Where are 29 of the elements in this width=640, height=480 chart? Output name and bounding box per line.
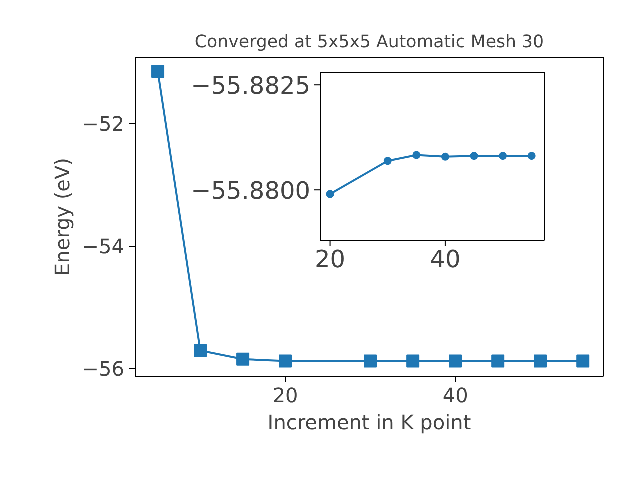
y-tick-label: −56 — [82, 357, 125, 382]
point — [384, 157, 392, 166]
y-tick-label: −55.8800 — [191, 177, 311, 206]
point — [406, 354, 420, 368]
point — [412, 151, 421, 160]
point — [194, 344, 208, 358]
x-tick-label: 20 — [272, 384, 298, 408]
point — [449, 354, 462, 368]
point — [364, 354, 378, 368]
point — [441, 152, 450, 161]
point — [499, 152, 508, 160]
point — [576, 354, 590, 368]
point — [326, 190, 334, 198]
y-tick-label: −54 — [82, 234, 125, 259]
x-tick-label: 20 — [315, 246, 346, 274]
x-tick-label: 40 — [442, 384, 468, 408]
y-tick-label: −55.8825 — [191, 72, 311, 100]
x-tick-label: 40 — [430, 246, 461, 274]
chart-title: Converged at 5x5x5 Automatic Mesh 30 — [194, 32, 544, 52]
x-axis-title: Increment in K point — [268, 410, 472, 434]
y-tick-label: −52 — [82, 112, 125, 136]
y-axis-title: Energy (eV) — [50, 158, 74, 276]
point — [528, 152, 536, 160]
point — [152, 65, 165, 78]
point — [470, 152, 478, 160]
point — [492, 354, 505, 368]
point — [236, 352, 250, 366]
point — [534, 354, 548, 368]
point — [279, 354, 292, 368]
